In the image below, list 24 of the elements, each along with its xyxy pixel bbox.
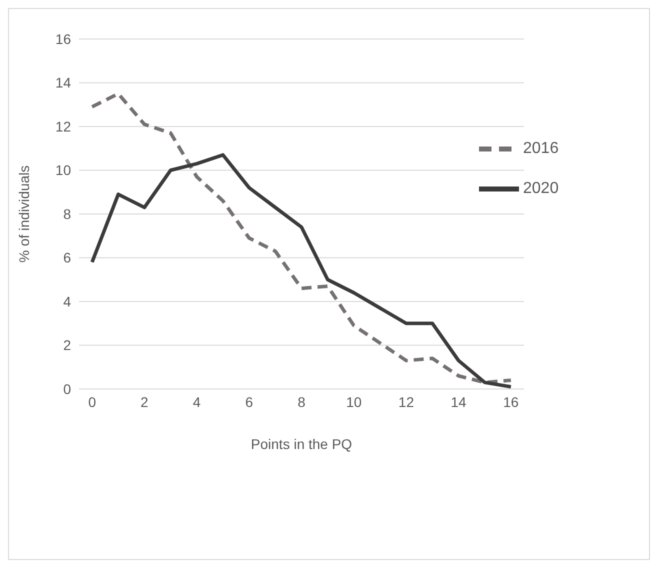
x-tick-label: 10 xyxy=(346,394,362,410)
y-tick-label: 2 xyxy=(63,337,72,354)
line-series xyxy=(90,92,513,384)
x-tick-label: 8 xyxy=(298,394,306,410)
x-tick-label: 14 xyxy=(450,394,467,410)
x-tick-label: 0 xyxy=(88,394,96,410)
y-tick-label: 0 xyxy=(63,380,72,397)
x-tick-label: 6 xyxy=(245,394,254,410)
y-tick-label: 8 xyxy=(63,206,72,222)
line-series xyxy=(90,153,513,389)
x-tick-label: 16 xyxy=(503,394,519,410)
y-tick-label: 10 xyxy=(55,162,72,178)
y-tick-label: 4 xyxy=(63,293,72,310)
x-axis-title: Points in the PQ xyxy=(250,436,352,452)
legend-label: 2016 xyxy=(523,140,559,158)
x-tick-label: 2 xyxy=(140,394,149,410)
y-tick-label: 12 xyxy=(55,118,72,134)
legend-label: 2020 xyxy=(523,180,559,198)
y-tick-label: 16 xyxy=(55,30,72,47)
y-tick-label: 14 xyxy=(55,74,72,91)
y-tick-label: 6 xyxy=(63,250,72,266)
y-axis-title: % of individuals xyxy=(16,165,32,263)
x-tick-label: 4 xyxy=(192,394,201,410)
x-tick-label: 12 xyxy=(398,394,414,410)
